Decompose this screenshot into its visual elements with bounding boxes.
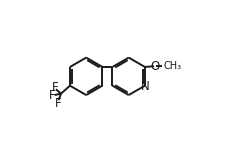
Text: CH₃: CH₃ [163,61,181,71]
Text: F: F [49,89,55,102]
Text: F: F [52,81,58,94]
Text: N: N [140,80,149,93]
Text: O: O [150,60,159,73]
Text: F: F [55,97,62,110]
